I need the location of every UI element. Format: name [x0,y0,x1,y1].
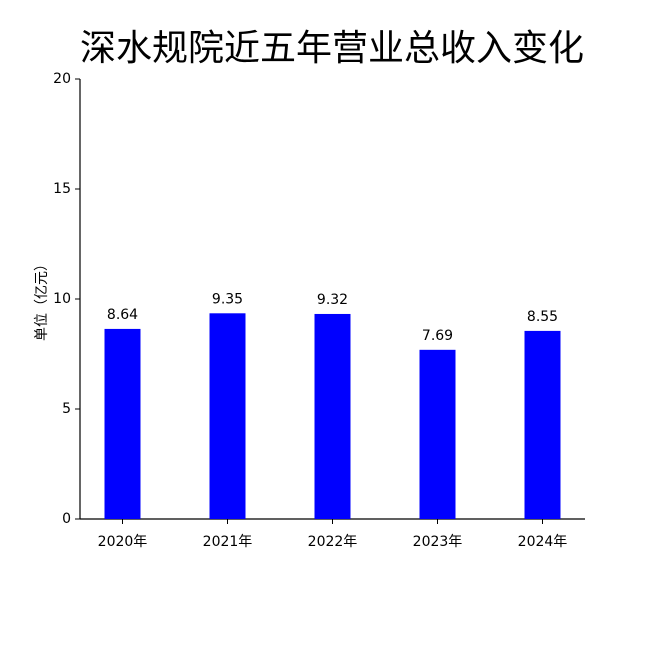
bar [419,349,456,519]
y-tick-label: 10 [53,291,71,307]
data-label: 7.69 [422,328,453,344]
y-tick-label: 5 [62,401,71,417]
data-label: 9.35 [212,291,243,307]
x-tick-label: 2023年 [413,534,463,550]
x-tick-label: 2021年 [203,534,253,550]
chart-title: 深水规院近五年营业总收入变化 [80,28,584,69]
data-label: 8.64 [107,307,138,323]
data-label: 8.55 [527,309,558,325]
bar [209,313,246,519]
bar [524,330,561,519]
bar [314,313,351,519]
x-tick-label: 2022年 [308,534,358,550]
y-tick-label: 0 [62,511,71,527]
data-label: 9.32 [317,292,348,308]
x-tick-label: 2020年 [98,534,148,550]
bar [104,328,141,519]
y-tick-label: 15 [53,181,71,197]
y-axis-label: 单位（亿元） [34,257,50,341]
x-tick-label: 2024年 [518,534,568,550]
y-tick-label: 20 [53,71,71,87]
